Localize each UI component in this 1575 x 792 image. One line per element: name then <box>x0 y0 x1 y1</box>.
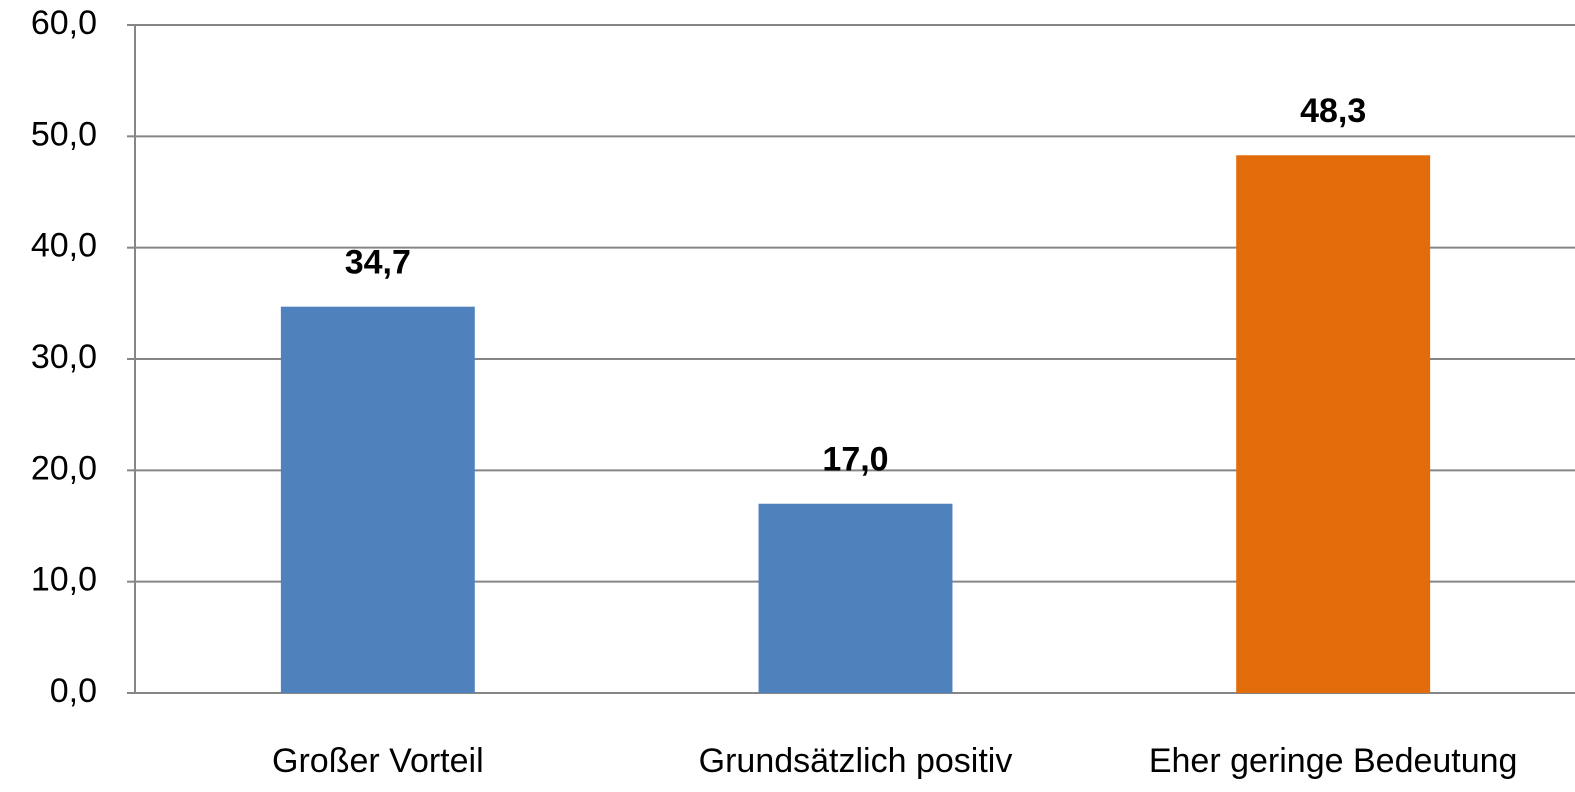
y-tick-label: 20,0 <box>31 449 97 487</box>
bar <box>1236 155 1431 693</box>
x-tick-label: Eher geringe Bedeutung <box>1149 742 1518 780</box>
x-tick-label: Grundsätzlich positiv <box>699 742 1013 780</box>
value-label: 48,3 <box>1300 92 1366 130</box>
x-tick-label: Großer Vorteil <box>272 742 484 780</box>
y-tick-label: 40,0 <box>31 227 97 265</box>
y-tick-label: 0,0 <box>50 672 97 710</box>
y-tick-label: 10,0 <box>31 561 97 599</box>
y-tick-label: 60,0 <box>31 4 97 42</box>
bar <box>280 306 475 693</box>
y-tick-label: 30,0 <box>31 338 97 376</box>
y-tick-label: 50,0 <box>31 115 97 153</box>
bar <box>758 503 953 693</box>
value-label: 34,7 <box>345 244 411 282</box>
value-label: 17,0 <box>822 441 888 479</box>
